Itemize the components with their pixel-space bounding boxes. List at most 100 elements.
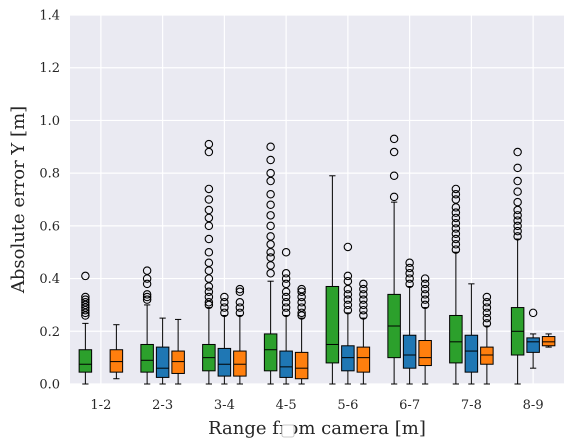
x-tick-label: 6-7 [399, 398, 420, 413]
box-outlier [405, 263, 414, 273]
box-outlier [220, 308, 229, 318]
box-outlier [389, 171, 399, 181]
box-outlier [359, 290, 368, 299]
box-group [480, 292, 494, 385]
box-outlier [420, 290, 430, 299]
box-group [109, 324, 124, 380]
box-body [449, 314, 463, 364]
box-group [217, 292, 232, 385]
box-body [418, 340, 432, 367]
box-outlier [266, 155, 275, 165]
box-outlier [281, 274, 291, 283]
box-outlier [142, 292, 152, 302]
box-outlier [81, 271, 90, 281]
box-body [325, 285, 340, 364]
box-group [464, 283, 479, 385]
box-group [140, 266, 154, 385]
box-outlier [420, 284, 430, 294]
box-body [402, 334, 417, 369]
y-tick-label: 0.4 [39, 272, 60, 287]
box-outlier [220, 292, 229, 302]
box-outlier [266, 168, 275, 178]
box-outlier [81, 295, 90, 304]
box-outlier [142, 266, 152, 275]
box-body [140, 343, 154, 373]
box-outlier [204, 234, 214, 244]
box-outlier [266, 189, 275, 199]
box-outlier [281, 247, 291, 257]
box-outlier [343, 271, 353, 281]
box-outlier [451, 229, 461, 239]
y-tick-label: 1.0 [39, 114, 60, 129]
box-outlier [297, 303, 306, 312]
box-outlier [204, 195, 214, 204]
box-group [387, 134, 401, 385]
box-outlier [297, 308, 306, 318]
box-outlier [266, 200, 275, 210]
x-tick-label: 2-3 [152, 398, 173, 413]
plot-area [70, 15, 564, 384]
box-outlier [451, 184, 461, 194]
box-group [171, 318, 185, 385]
box-group [155, 317, 170, 385]
box-outlier [281, 303, 291, 312]
box-body [233, 350, 247, 377]
box-outlier [482, 292, 492, 302]
box-outlier [343, 305, 353, 315]
box-outlier [204, 184, 214, 194]
box-outlier [359, 279, 368, 289]
box-outlier [343, 276, 353, 286]
box-outlier [513, 197, 522, 207]
box-outlier [281, 298, 291, 307]
box-outlier [389, 134, 399, 144]
box-body [217, 347, 232, 377]
box-outlier [297, 287, 306, 296]
box-body [78, 349, 93, 373]
box-body [263, 333, 278, 372]
box-outlier [204, 205, 214, 215]
x-tick-label: 3-4 [214, 398, 235, 413]
box-outlier [451, 224, 461, 233]
box-outlier [359, 311, 368, 320]
box-group [356, 279, 371, 385]
box-outlier [266, 221, 275, 231]
box-outlier [142, 295, 152, 304]
box-outlier [451, 213, 461, 223]
x-tick-labels: 1-2 2-3 3-4 4-5 5-6 6-7 7-8 8-9 [90, 398, 543, 413]
box-body [526, 337, 540, 353]
box-outlier [405, 258, 414, 268]
box-outlier [204, 287, 214, 296]
box-outlier [359, 300, 368, 310]
box-outlier [142, 279, 152, 289]
box-outlier [451, 208, 461, 217]
box-outlier [528, 308, 538, 318]
box-group [541, 333, 556, 348]
legend-marker [281, 424, 295, 438]
box-outlier [81, 298, 90, 307]
y-tick-label: 0.0 [39, 378, 60, 393]
box-group [526, 308, 540, 369]
box-outlier [220, 303, 229, 312]
box-outlier [204, 298, 214, 307]
x-tick-label: 4-5 [276, 398, 297, 413]
y-tick-label: 0.6 [39, 219, 60, 234]
box-outlier [343, 290, 353, 299]
box-group [233, 284, 247, 385]
box-group [402, 258, 417, 385]
box-outlier [281, 292, 291, 302]
box-body [279, 350, 293, 378]
box-outlier [204, 258, 214, 268]
box-group [294, 284, 309, 385]
box-outlier [451, 189, 461, 199]
box-outlier [389, 147, 399, 157]
box-outlier [420, 295, 430, 304]
box-outlier [513, 176, 522, 186]
box-body [480, 346, 494, 365]
box-outlier [420, 300, 430, 310]
box-body [171, 350, 185, 374]
box-body [155, 346, 170, 378]
box-body [294, 351, 309, 380]
box-body [109, 349, 124, 373]
box-outlier [81, 292, 90, 302]
box-outlier [281, 308, 291, 318]
